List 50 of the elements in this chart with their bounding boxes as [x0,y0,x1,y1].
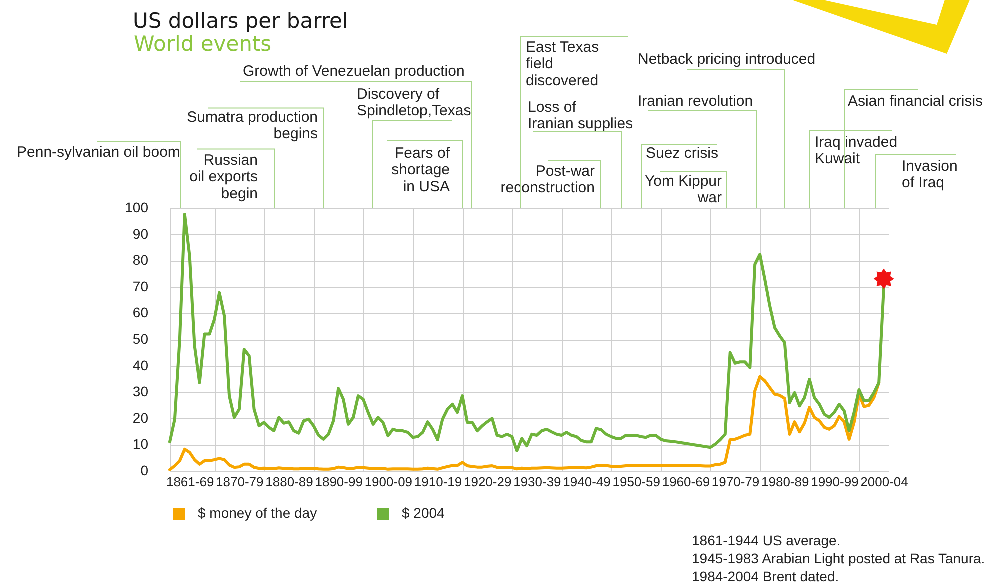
x-tick-label: 2000-04 [860,474,908,490]
text: Yom Kippur war [645,172,722,207]
text: Invasion of Iraq [902,158,958,192]
text: Iranian revolution [638,92,754,110]
x-tick-label: 1970-79 [712,474,760,490]
text: Penn-sylvanian oil boom [17,144,180,161]
x-tick-label: 1990-99 [811,474,859,490]
text: 1984-2004 Brent dated. [692,568,840,585]
x-tick-label: 1861-69 [166,474,214,490]
text: Fears of shortage in USA [392,144,451,196]
chart-title: US dollars per barrel [133,9,348,33]
x-tick-label: 1950-59 [612,474,660,490]
text: Russian oil exports begin [190,152,258,203]
x-tick-label: 1890-99 [315,474,363,490]
text: 1945-1983 Arabian Light posted at Ras Tanura. [692,550,986,567]
y-tick-label: 60 [132,304,149,321]
y-tick-label: 100 [125,200,149,216]
x-tick-label: 1940-49 [563,474,611,490]
text: Discovery of Spindletop,Texas [357,86,472,120]
x-tick-label: 1920-29 [464,474,512,490]
chart-subtitle: World events [134,32,272,56]
x-tick-label: 1880-89 [266,474,314,490]
y-tick-label: 90 [132,226,149,242]
text: Netback pricing introduced [638,50,816,68]
x-tick-label: 1870-79 [216,474,264,490]
text: Growth of Venezuelan production [243,62,465,80]
text: East Texas field discovered [526,38,600,90]
line-series [168,375,881,472]
text: Post-war reconstruction [500,162,595,197]
x-tick-label: 1960-69 [662,474,710,490]
x-tick-label: 1930-39 [514,474,562,490]
text: Asian financial crisis [848,92,984,110]
y-tick-label: 20 [132,410,149,426]
text: Sumatra production begins [187,108,318,143]
x-tick-label: 1910-19 [414,474,462,490]
text: Loss of Iranian supplies [528,98,634,133]
y-tick-label: 30 [132,384,149,400]
x-tick-label: 1980-89 [762,474,810,490]
text: 1861-1944 US average. [692,532,841,549]
y-tick-label: 0 [140,462,149,478]
text: Iraq invaded Kuwait [815,134,898,168]
legend-label: $ 2004 [402,505,446,521]
y-tick-label: 40 [132,357,149,374]
y-tick-label: 80 [132,252,149,268]
y-tick-label: 70 [132,278,149,294]
x-tick-label: 1900-09 [364,474,413,490]
text: Suez crisis [646,144,719,162]
y-tick-label: 50 [132,331,149,347]
y-tick-label: 10 [132,436,149,452]
legend-label: $ money of the day [198,505,318,521]
